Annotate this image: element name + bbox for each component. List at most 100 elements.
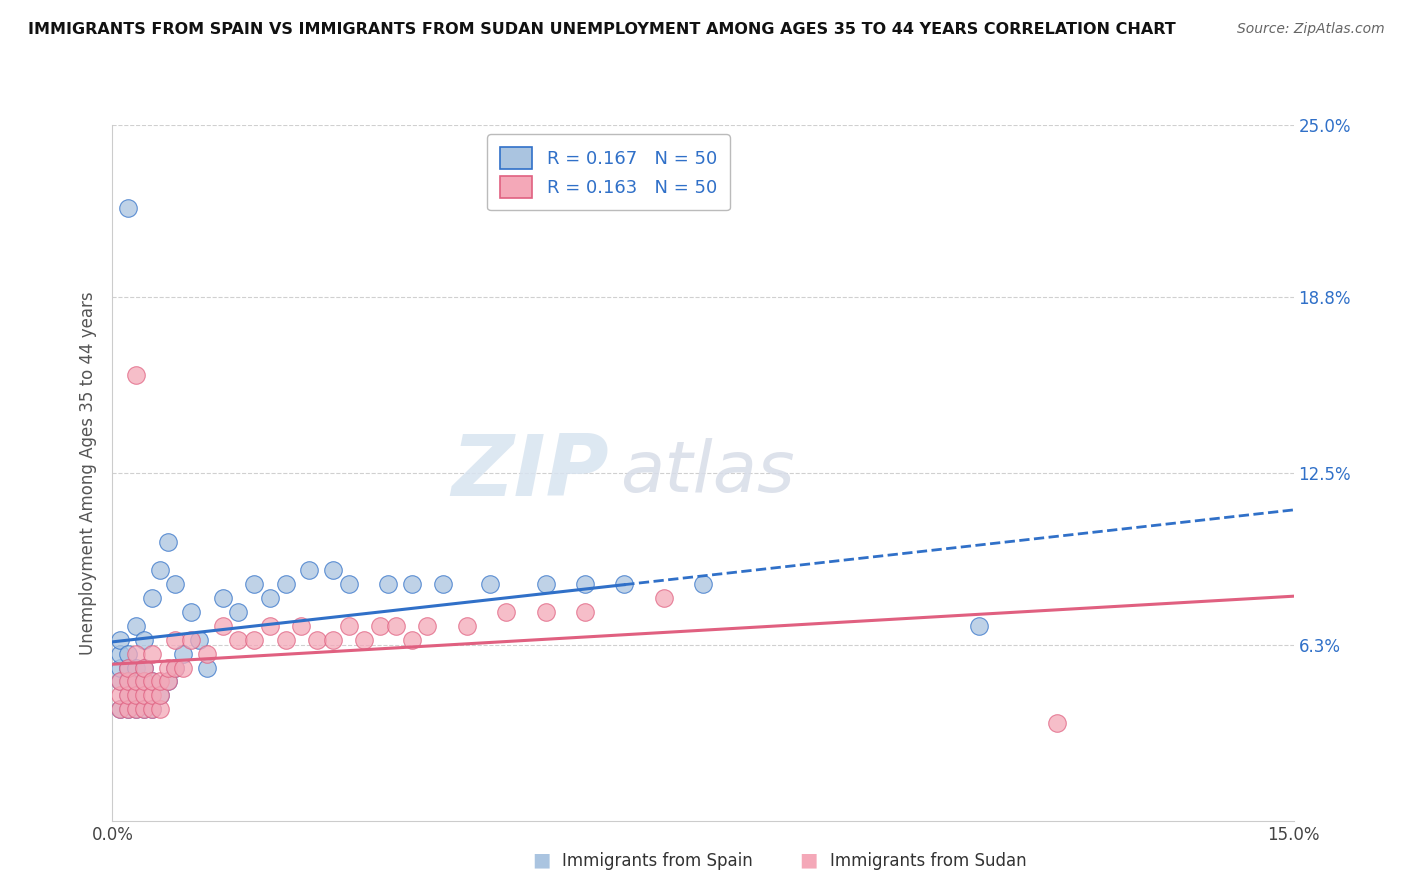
Point (132, 674, 155, 689)
Point (228, 632, 250, 647)
Point (165, 660, 187, 674)
Point (141, 647, 163, 661)
Point (132, 660, 155, 674)
Point (353, 632, 375, 647)
Point (125, 689, 148, 703)
Point (149, 689, 172, 703)
Point (125, 647, 148, 661)
Point (534, 577, 557, 591)
Point (322, 563, 344, 577)
Point (125, 368, 148, 383)
Point (156, 674, 179, 689)
Point (322, 632, 344, 647)
Point (125, 660, 148, 674)
Point (110, 674, 132, 689)
Text: Immigrants from Spain: Immigrants from Spain (562, 852, 754, 870)
Point (456, 619, 478, 633)
Point (132, 689, 155, 703)
Point (125, 619, 148, 633)
Point (110, 702, 132, 716)
Point (967, 619, 990, 633)
Point (195, 660, 218, 674)
Point (165, 660, 187, 674)
Point (165, 632, 187, 647)
Point (149, 563, 172, 577)
Point (132, 702, 155, 716)
Point (117, 647, 139, 661)
Point (125, 702, 148, 716)
Point (274, 632, 297, 647)
Point (110, 702, 132, 716)
Point (117, 674, 139, 689)
Point (156, 674, 179, 689)
Point (574, 577, 596, 591)
Point (368, 619, 391, 633)
Point (156, 660, 179, 674)
Point (385, 619, 408, 633)
Point (337, 577, 360, 591)
Point (132, 632, 155, 647)
Point (132, 674, 155, 689)
Point (141, 591, 163, 605)
Point (211, 619, 233, 633)
Text: Source: ZipAtlas.com: Source: ZipAtlas.com (1237, 22, 1385, 37)
Text: ■: ■ (531, 851, 551, 870)
Text: ZIP: ZIP (451, 431, 609, 515)
Point (172, 660, 194, 674)
Point (117, 660, 139, 674)
Point (141, 674, 163, 689)
Text: atlas: atlas (620, 438, 794, 508)
Point (211, 591, 233, 605)
Text: Immigrants from Sudan: Immigrants from Sudan (830, 852, 1026, 870)
Point (132, 660, 155, 674)
Point (141, 702, 163, 716)
Text: ■: ■ (799, 851, 818, 870)
Point (307, 632, 329, 647)
Point (149, 674, 172, 689)
Point (110, 674, 132, 689)
Point (228, 605, 250, 619)
Point (243, 632, 266, 647)
Point (574, 605, 596, 619)
Point (117, 689, 139, 703)
Point (479, 577, 502, 591)
Text: IMMIGRANTS FROM SPAIN VS IMMIGRANTS FROM SUDAN UNEMPLOYMENT AMONG AGES 35 TO 44 : IMMIGRANTS FROM SPAIN VS IMMIGRANTS FROM… (28, 22, 1175, 37)
Point (117, 702, 139, 716)
Point (172, 647, 194, 661)
Point (141, 689, 163, 703)
Point (274, 577, 297, 591)
Point (125, 689, 148, 703)
Point (117, 702, 139, 716)
Y-axis label: Unemployment Among Ages 35 to 44 years: Unemployment Among Ages 35 to 44 years (79, 291, 97, 655)
Point (149, 689, 172, 703)
Point (243, 577, 266, 591)
Point (534, 605, 557, 619)
Point (117, 202, 139, 216)
Point (110, 647, 132, 661)
Point (692, 577, 714, 591)
Point (156, 535, 179, 549)
Point (117, 660, 139, 674)
Point (613, 577, 636, 591)
Point (377, 577, 399, 591)
Point (141, 674, 163, 689)
Point (125, 702, 148, 716)
Legend: R = 0.167   N = 50, R = 0.163   N = 50: R = 0.167 N = 50, R = 0.163 N = 50 (488, 134, 730, 211)
Point (416, 619, 439, 633)
Point (652, 591, 675, 605)
Point (195, 647, 218, 661)
Point (165, 577, 187, 591)
Point (117, 689, 139, 703)
Point (141, 702, 163, 716)
Point (259, 619, 281, 633)
Point (188, 632, 211, 647)
Point (298, 563, 321, 577)
Point (110, 632, 132, 647)
Point (110, 689, 132, 703)
Point (180, 605, 202, 619)
Point (117, 674, 139, 689)
Point (337, 619, 360, 633)
Point (259, 591, 281, 605)
Point (149, 702, 172, 716)
Point (110, 660, 132, 674)
